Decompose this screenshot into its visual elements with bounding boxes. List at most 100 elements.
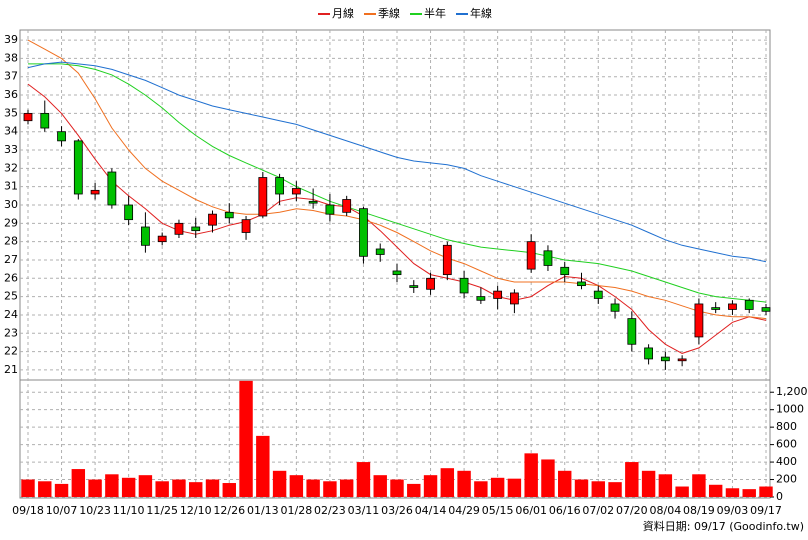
candle-body [258,177,268,217]
legend-label: 半年 [424,6,446,20]
volume-bar [658,474,673,497]
volume-tick-label: 1000 [776,403,804,416]
y-tick-label: 39 [4,33,18,46]
candle-body [644,347,653,360]
volume-bar [289,475,304,497]
volume-bar [708,484,723,497]
volume-bar [373,475,387,497]
y-tick-label: 26 [4,271,18,284]
volume-bar [105,474,119,497]
volume-bar [474,481,488,497]
y-tick-label: 31 [4,180,18,193]
x-tick-label: 10/07 [46,504,78,517]
candle-body [560,266,570,276]
volume-tick-label: 1,200 [776,385,808,398]
volume-bar [54,483,69,497]
volume-bar [71,469,86,497]
volume-bar [742,489,756,497]
volume-bar [390,479,404,497]
x-tick-label: 09/17 [750,504,782,517]
candle-body [174,222,184,235]
volume-bar [625,462,639,497]
y-tick-label: 34 [4,125,18,138]
candle-body [90,189,100,195]
x-tick-label: 06/16 [549,504,581,517]
y-tick-label: 37 [4,70,18,83]
x-tick-label: 01/13 [247,504,279,517]
legend: 月線 季線 半年 年線 [318,6,492,20]
volume-bar [558,470,572,497]
volume-bar [541,459,555,497]
candle-body [593,290,603,299]
candle-body [660,356,670,362]
volume-bar [608,482,622,497]
candle-body [577,281,586,287]
x-tick-label: 07/20 [616,504,648,517]
x-tick-label: 03/11 [348,504,380,517]
candle-body [610,303,620,312]
volume-bar [641,470,656,497]
y-tick-label: 38 [4,51,18,64]
candle-body [308,200,318,204]
y-tick-label: 23 [4,326,18,339]
volume-bar [591,481,605,497]
candle-body [526,241,536,270]
candle-body [275,177,284,195]
candle-body [426,277,435,290]
volume-bar [88,479,102,497]
volume-bar [38,481,52,497]
x-tick-label: 02/23 [314,504,346,517]
volume-bar [323,481,337,497]
volume-tick-label: 800 [776,420,797,433]
candle-body [543,250,553,266]
candle-body [761,307,771,312]
y-tick-label: 27 [4,253,18,266]
candle-body [510,292,519,305]
volume-bar [189,482,203,497]
candle-body [627,318,637,345]
volume-bar [239,380,253,497]
x-tick-label: 07/02 [582,504,614,517]
volume-tick-label: 0 [776,490,783,503]
volume-bar [759,486,773,497]
legend-label: 年線 [470,6,492,20]
candle-body [40,112,50,129]
volume-bar [272,470,287,497]
x-tick-label: 10/23 [79,504,111,517]
x-tick-label: 09/03 [717,504,749,517]
volume-bar [21,479,35,497]
candle-body [694,303,704,338]
candle-body [191,226,201,232]
x-tick-label: 04/14 [415,504,447,517]
volume-bar [155,481,169,497]
y-tick-label: 25 [4,290,18,303]
candle-body [392,270,402,276]
legend-label: 月線 [332,6,354,20]
x-tick-label: 12/10 [180,504,212,517]
volume-bar [306,479,320,497]
volume-bar [121,477,136,497]
x-tick-label: 01/28 [281,504,313,517]
candle-body [409,285,419,288]
legend-label: 季線 [378,6,400,20]
volume-tick-label: 200 [776,473,797,486]
x-tick-label: 11/10 [113,504,145,517]
volume-bar [172,479,186,497]
x-tick-label: 08/04 [650,504,682,517]
ma-line [27,61,767,263]
volume-bar [725,488,740,497]
y-tick-label: 22 [4,345,18,358]
volume-bar [407,483,421,497]
candle-body [359,208,368,257]
y-tick-label: 36 [4,88,18,101]
candle-body [677,358,687,362]
footer: 資料日期: 09/17 (Goodinfo.tw) [643,519,804,533]
ma-line [27,39,767,320]
candle-body [57,131,66,142]
x-tick-label: 03/26 [381,504,413,517]
plot-frame [19,29,771,499]
volume-bar [423,475,438,497]
candle-body [711,307,721,310]
volume-bar [138,475,153,497]
candle-body [107,171,117,206]
